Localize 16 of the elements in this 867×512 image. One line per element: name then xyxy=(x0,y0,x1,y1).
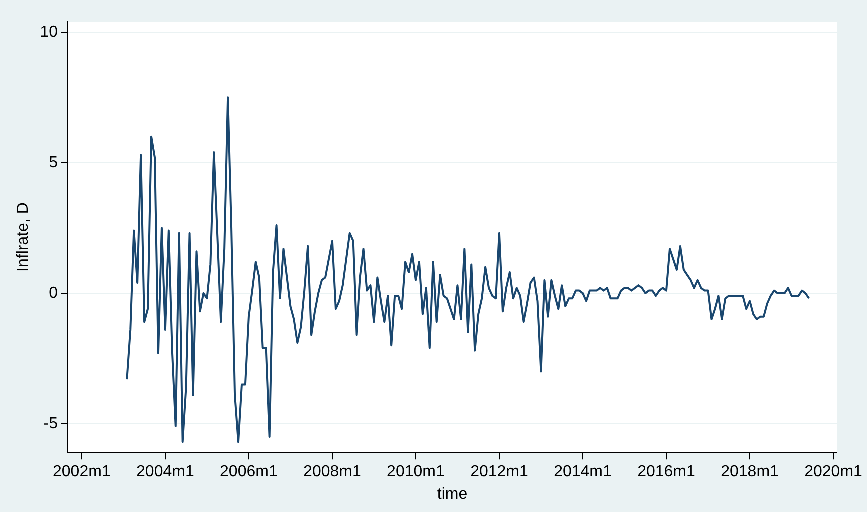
x-tick-label: 2008m1 xyxy=(304,464,362,481)
x-axis-title: time xyxy=(437,486,468,503)
x-tick-label: 2002m1 xyxy=(53,464,111,481)
y-tick-label: 0 xyxy=(49,284,58,302)
x-tick-label: 2004m1 xyxy=(136,464,194,481)
x-tick-label: 2014m1 xyxy=(554,464,612,481)
x-tick-label: 2018m1 xyxy=(721,464,780,481)
x-tick-label: 2012m1 xyxy=(470,464,528,481)
x-tick-label: 2016m1 xyxy=(638,464,696,481)
y-tick-label: 10 xyxy=(40,24,58,41)
x-tick-label: 2010m1 xyxy=(387,464,445,481)
y-axis-title: Inflrate, D xyxy=(15,202,32,272)
y-tick-label: 5 xyxy=(49,154,58,172)
x-tick-label: 2006m1 xyxy=(220,464,278,481)
x-tick-label: 2020m1 xyxy=(804,464,863,481)
y-tick-label: -5 xyxy=(44,415,58,432)
